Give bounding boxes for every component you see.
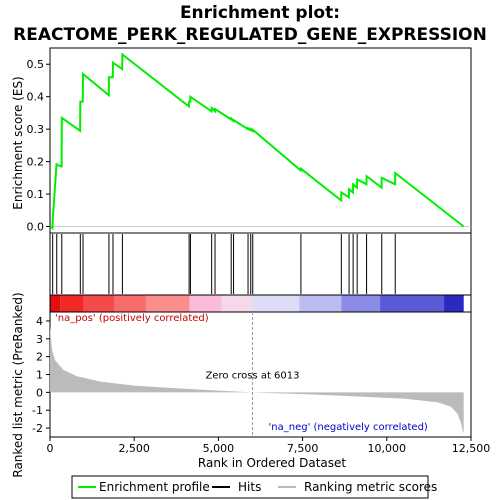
metric-y-tick-label: 4 (36, 315, 43, 328)
metric-y-tick-label: 3 (36, 333, 43, 346)
legend-enrichment-label: Enrichment profile (99, 480, 210, 494)
na-neg-label: 'na_neg' (negatively correlated) (269, 422, 428, 433)
es-y-tick-label: 0.3 (27, 123, 45, 136)
x-tick-label: 5,000 (203, 442, 235, 455)
legend: Enrichment profile Hits Ranking metric s… (71, 475, 437, 499)
metric-y-tick-label: 0 (36, 386, 43, 399)
es-y-tick-label: 0.5 (27, 58, 45, 71)
x-tick-label: 7,500 (287, 442, 319, 455)
legend-hits-label: Hits (238, 480, 261, 494)
metric-y-axis: 4 3 2 1 0 -1 -2 (32, 315, 50, 435)
x-tick-label: 12,500 (452, 442, 491, 455)
es-y-tick-label: 0.0 (27, 221, 45, 234)
zero-cross-label: Zero cross at 6013 (206, 371, 300, 382)
metric-panel: 4 3 2 1 0 -1 -2 'na_pos' (positively correlate… (11, 292, 472, 478)
heatmap-band (380, 295, 445, 312)
x-tick-label: 2,500 (118, 442, 150, 455)
chart-title-line2: REACTOME_PERK_REGULATED_GENE_EXPRESSION (13, 25, 487, 45)
es-y-axis: 0.0 0.1 0.2 0.3 0.4 0.5 (27, 58, 50, 234)
es-panel-frame (49, 47, 472, 234)
heatmap-band (145, 295, 190, 312)
heatmap-band (60, 295, 84, 312)
es-y-tick-label: 0.4 (27, 91, 45, 104)
x-tick-label: 0 (47, 442, 54, 455)
x-axis: 0 2,500 5,000 7,500 10,000 12,500 (47, 437, 491, 455)
chart-title-line1: Enrichment plot: (180, 3, 340, 23)
metric-y-tick-label: -1 (32, 404, 43, 417)
heatmap-band (221, 295, 253, 312)
heatmap-band (341, 295, 381, 312)
metric-y-tick-label: 2 (36, 351, 43, 364)
es-y-axis-label: Enrichment score (ES) (11, 76, 25, 209)
heatmap-band (299, 295, 342, 312)
hit-markers (52, 234, 396, 294)
legend-metric-label: Ranking metric scores (304, 480, 437, 494)
es-y-tick-label: 0.1 (27, 188, 45, 201)
heatmap-band (83, 295, 114, 312)
heatmap-band (444, 295, 464, 312)
hits-panel-frame (49, 232, 472, 296)
rank-heatmap (49, 294, 472, 313)
legend-box (71, 475, 429, 499)
heatmap-band (113, 295, 146, 312)
na-pos-label: 'na_pos' (positively correlated) (55, 313, 209, 324)
hits-panel (49, 232, 472, 296)
enrichment-profile-line (49, 52, 465, 230)
heatmap-band (189, 295, 222, 312)
metric-y-tick-label: -2 (32, 422, 43, 435)
heatmap-band (50, 295, 61, 312)
metric-y-axis-label: Ranked list metric (PreRanked) (11, 292, 25, 477)
metric-panel-frame (49, 311, 472, 438)
es-y-tick-label: 0.2 (27, 156, 45, 169)
metric-y-tick-label: 1 (36, 369, 43, 382)
x-axis-label: Rank in Ordered Dataset (198, 456, 346, 470)
heatmap-band (252, 295, 300, 312)
es-panel: 0.0 0.1 0.2 0.3 0.4 0.5 Enrichment score (ES) (11, 47, 472, 234)
x-tick-label: 10,000 (368, 442, 407, 455)
